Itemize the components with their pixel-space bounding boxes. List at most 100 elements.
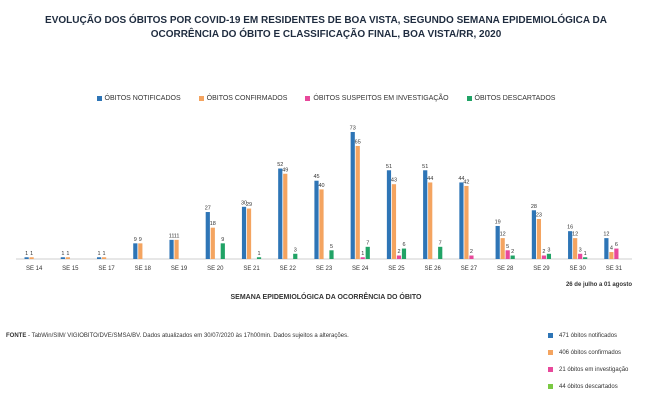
bar	[24, 257, 29, 259]
data-label: 9	[221, 237, 224, 243]
x-tick-label: SE 14	[26, 266, 43, 272]
x-tick-label: SE 30	[569, 266, 586, 272]
bar	[138, 243, 143, 259]
bar	[495, 225, 500, 259]
data-label: 6	[615, 242, 618, 248]
data-label: 1	[30, 251, 33, 257]
data-label: 18	[210, 221, 216, 227]
totals-label: 406 óbitos confirmados	[559, 349, 622, 356]
data-label: 12	[500, 232, 506, 238]
data-label: 28	[531, 204, 537, 210]
x-tick-label: SE 27	[461, 266, 478, 272]
bar	[29, 257, 34, 259]
source-note: FONTE - TabWin/SIM/ VIGIOBITO/DVE/SMSA/B…	[6, 333, 349, 339]
x-tick-label: SE 15	[62, 266, 79, 272]
legend-item-confirmados: ÓBITOS CONFIRMADOS	[198, 95, 287, 102]
data-label: 40	[318, 183, 324, 189]
bar	[169, 239, 174, 259]
legend-item-notificados: ÓBITOS NOTIFICADOS	[96, 95, 181, 102]
totals-row: 21 óbitos em investigação	[548, 361, 628, 378]
bar	[329, 250, 334, 259]
x-axis-title: SEMANA EPIDEMIOLÓGICA DA OCORRÊNCIA DO Ó…	[230, 294, 422, 301]
source-text: - TabWin/SIM/ VIGIOBITO/DVE/SMSA/BV. Dad…	[26, 333, 349, 339]
bar	[293, 253, 298, 259]
data-label: 49	[282, 167, 288, 173]
bar	[609, 252, 614, 259]
totals-row: 406 óbitos confirmados	[548, 344, 628, 361]
data-label: 1	[257, 251, 260, 257]
x-tick-label: SE 19	[171, 266, 188, 272]
bar	[464, 185, 469, 259]
data-label: 12	[572, 232, 578, 238]
data-label: 1	[61, 251, 64, 257]
bar	[246, 208, 252, 259]
bar	[583, 257, 588, 259]
bar	[401, 248, 407, 259]
bar	[210, 227, 215, 259]
bar	[428, 182, 433, 259]
x-tick-label: SE 26	[425, 266, 442, 272]
legend-swatch	[198, 96, 204, 101]
data-label: 30	[241, 200, 247, 206]
data-label: 42	[463, 179, 469, 185]
bar	[365, 246, 370, 259]
period-note: 26 de julho a 01 agosto	[565, 282, 632, 288]
data-label: 2	[397, 249, 400, 255]
data-label: 1	[361, 251, 364, 257]
bar	[133, 243, 138, 259]
legend-label: ÓBITOS DESCARTADOS	[474, 95, 556, 102]
x-tick-label: SE 17	[98, 266, 115, 272]
bar	[505, 250, 510, 259]
data-label: 5	[330, 244, 333, 250]
data-label: 45	[313, 174, 319, 180]
totals-label: 44 óbitos descartados	[559, 383, 618, 390]
bar	[546, 253, 552, 259]
data-label: 43	[391, 178, 397, 184]
totals-row: 44 óbitos descartados	[548, 378, 628, 395]
bar	[459, 182, 464, 259]
data-label: 9	[134, 237, 137, 243]
bar	[96, 257, 102, 259]
bar	[573, 238, 578, 259]
legend-item-investigacao: ÓBITOS SUSPEITOS EM INVESTIGAÇÃO	[305, 95, 449, 102]
data-label: 1	[98, 251, 101, 257]
legend-item-descartados: ÓBITOS DESCARTADOS	[466, 95, 556, 102]
data-label: 51	[386, 164, 392, 170]
x-tick-label: SE 23	[316, 266, 333, 272]
bar	[241, 206, 247, 259]
data-label: 5	[506, 244, 509, 250]
bar	[65, 257, 70, 259]
x-tick-label: SE 21	[243, 266, 260, 272]
data-label: 29	[246, 202, 252, 208]
totals-swatch	[548, 333, 553, 338]
bar	[314, 180, 319, 259]
data-label: 11	[169, 233, 175, 239]
data-label: 2	[542, 249, 545, 255]
bar	[531, 210, 537, 259]
totals-legend: 471 óbitos notificados 406 óbitos confir…	[548, 327, 628, 395]
totals-swatch	[548, 367, 553, 372]
bar	[578, 253, 583, 259]
data-label: 27	[205, 206, 211, 212]
chart-title-line-2: OCORRÊNCIA DO ÓBITO E CLASSIFICAÇÃO FINA…	[150, 29, 502, 40]
x-tick-label: SE 18	[135, 266, 152, 272]
x-tick-label: SE 20	[207, 266, 224, 272]
data-label: 4	[610, 246, 613, 252]
data-label: 44	[427, 176, 433, 182]
bar	[174, 239, 179, 259]
data-label: 1	[66, 251, 69, 257]
bar	[469, 255, 474, 259]
totals-swatch	[548, 384, 553, 389]
data-label: 2	[470, 249, 473, 255]
bar	[568, 231, 573, 259]
data-label: 3	[294, 247, 297, 253]
data-label: 6	[402, 242, 405, 248]
bar	[438, 246, 443, 259]
legend-swatch	[466, 96, 472, 101]
chart-title-line-1: EVOLUÇÃO DOS ÓBITOS POR COVID-19 EM RESI…	[45, 15, 607, 26]
data-label: 1	[584, 251, 587, 257]
totals-row: 471 óbitos notificados	[548, 327, 628, 344]
data-label: 9	[139, 237, 142, 243]
totals-label: 21 óbitos em investigação	[559, 366, 629, 373]
